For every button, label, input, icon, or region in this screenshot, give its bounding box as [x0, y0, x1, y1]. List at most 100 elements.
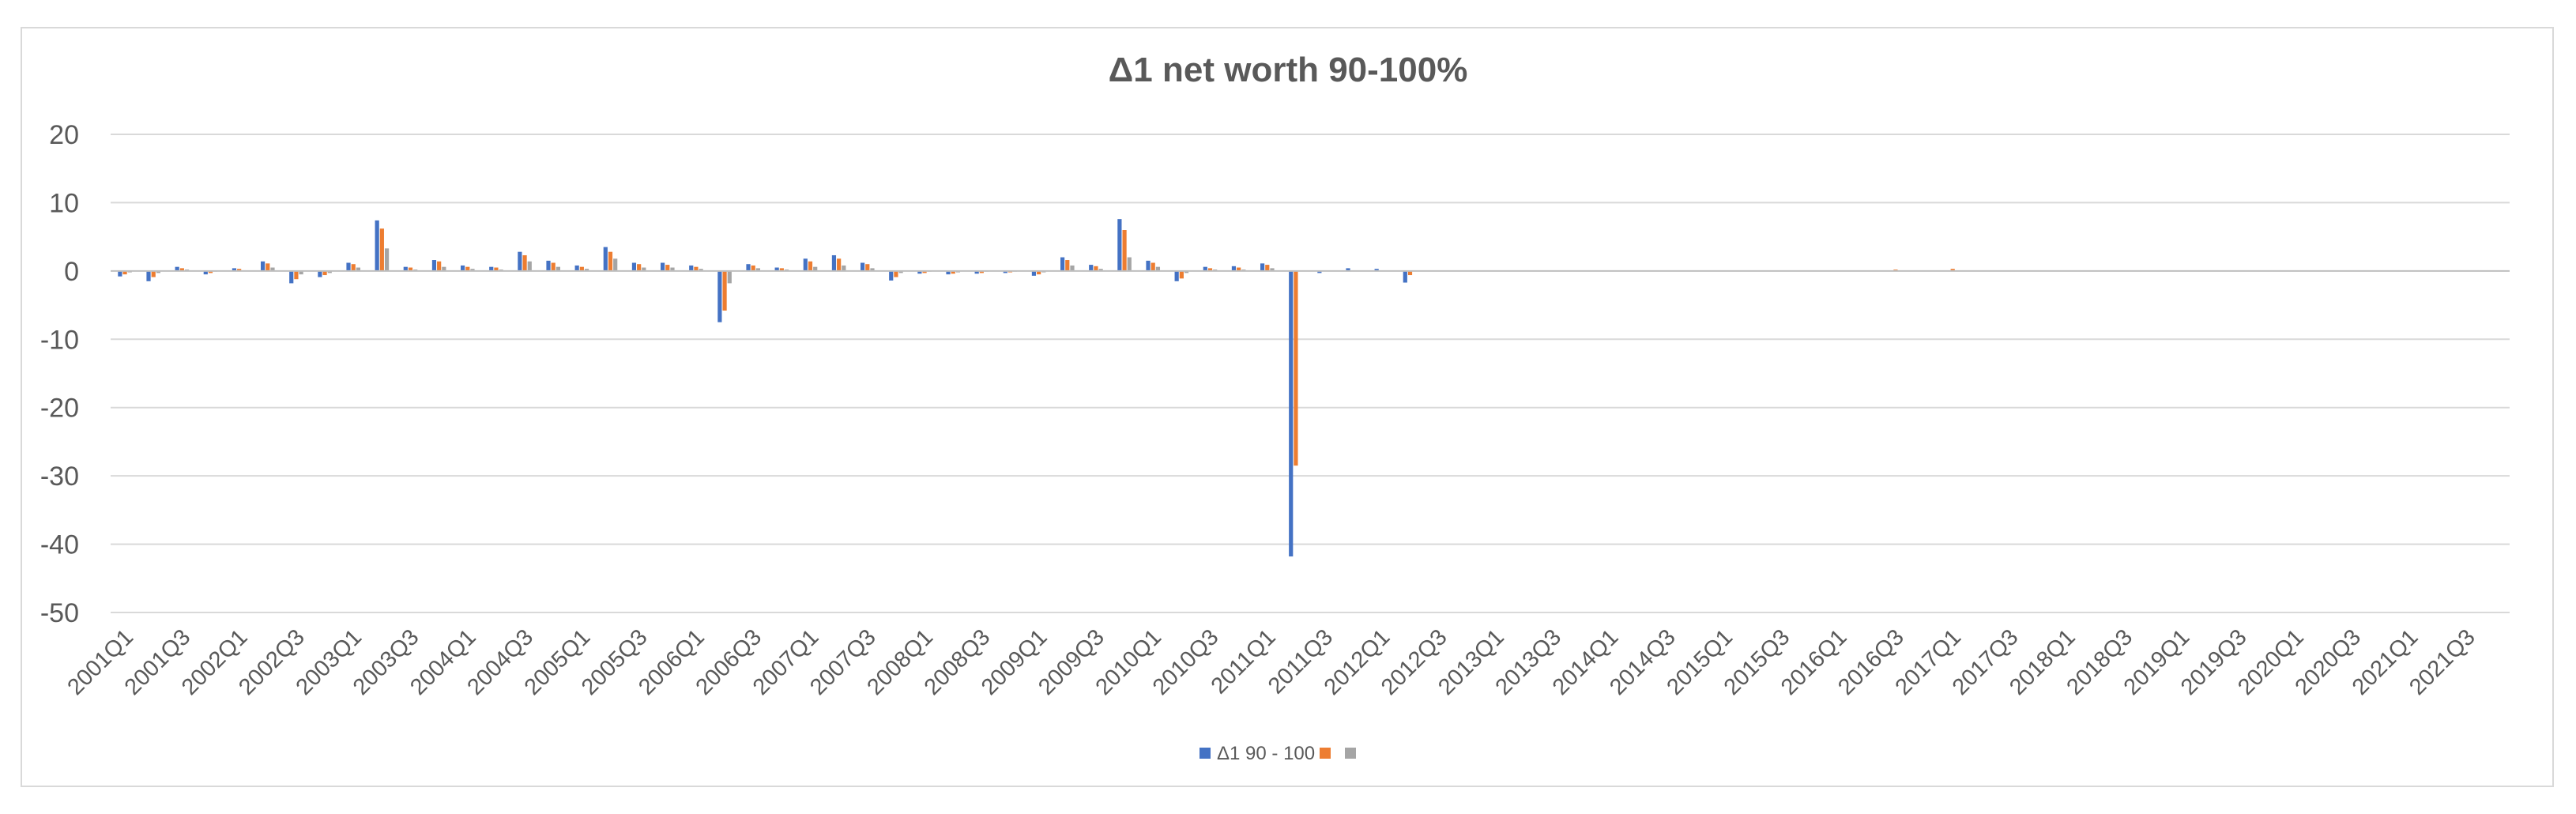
bar-series-1-2002Q4	[318, 270, 322, 277]
bar-series-2-2004Q4	[551, 262, 555, 271]
bar-series-1-2009Q1	[1031, 270, 1037, 276]
bar-series-1-2012Q2	[1403, 270, 1407, 283]
y-tick-label: 0	[64, 257, 79, 287]
bar-series-2-2010Q4	[1237, 267, 1241, 271]
bar-series-1-2001Q3	[175, 266, 179, 271]
bar-series-2-2008Q1	[922, 270, 927, 273]
bar-series-2-2009Q4	[1122, 230, 1127, 271]
bar-series-3-2009Q4	[1127, 257, 1132, 271]
bar-series-1-2010Q1	[1146, 260, 1151, 271]
bar-series-1-2009Q2	[1060, 257, 1065, 271]
chart-title: Δ1 net worth 90-100%	[1108, 51, 1468, 89]
bar-series-2-2004Q3	[522, 254, 527, 271]
bar-series-1-2002Q2	[260, 261, 266, 271]
bar-series-1-2012Q1	[1374, 269, 1379, 271]
bar-series-3-2007Q4	[898, 270, 903, 273]
x-axis-ticks: 2001Q12001Q32002Q12002Q32003Q12003Q32004…	[62, 624, 2480, 700]
bar-series-1-2002Q1	[232, 268, 237, 271]
bar-series-2-2003Q4	[437, 261, 442, 271]
bar-series-3-2002Q3	[299, 270, 303, 275]
bar-series-3-2001Q2	[156, 270, 161, 273]
y-tick-label: -50	[40, 598, 79, 628]
legend-swatch-3	[1345, 748, 1356, 759]
bar-series-2-2009Q3	[1094, 266, 1098, 271]
bar-series-1-2005Q1	[574, 265, 579, 271]
bar-series-3-2005Q2	[613, 258, 618, 271]
bars	[118, 219, 1955, 557]
y-tick-label: 20	[49, 120, 79, 150]
bar-series-3-2009Q2	[1070, 265, 1075, 271]
bar-series-2-2006Q2	[722, 270, 727, 311]
bar-series-1-2006Q1	[689, 265, 694, 271]
bar-series-3-2009Q3	[1098, 269, 1103, 271]
bar-series-2-2004Q2	[494, 267, 499, 271]
legend-swatch-2	[1320, 748, 1331, 759]
bar-series-3-2006Q3	[755, 268, 761, 271]
bar-series-2-2007Q4	[894, 270, 898, 277]
bar-series-2-2009Q1	[1037, 270, 1041, 275]
bar-series-2-2008Q3	[979, 270, 984, 273]
bar-series-1-2004Q1	[460, 265, 465, 271]
bar-series-2-2003Q2	[379, 228, 384, 271]
bar-series-2-2004Q1	[465, 266, 470, 271]
bar-series-2-2012Q2	[1407, 270, 1413, 276]
bar-series-2-2003Q1	[351, 264, 356, 271]
bar-series-3-2004Q4	[555, 266, 561, 271]
y-axis-ticks: 20 10 0 -10 -20 -30 -40 -50	[40, 120, 79, 628]
bar-series-2-2003Q3	[408, 267, 413, 271]
bar-series-3-2011Q1	[1270, 268, 1275, 271]
bar-series-1-2003Q2	[375, 220, 379, 271]
bar-series-2-2007Q3	[865, 264, 870, 271]
bar-series-3-2006Q1	[699, 269, 703, 271]
y-tick-label: -30	[40, 462, 79, 492]
bar-series-1-2004Q3	[518, 251, 522, 271]
bar-series-2-2002Q2	[266, 263, 270, 271]
bar-series-1-2005Q4	[660, 262, 665, 271]
bar-series-1-2008Q2	[946, 270, 951, 275]
bar-series-3-2003Q2	[384, 248, 390, 271]
bar-series-1-2008Q4	[1003, 270, 1007, 273]
bar-series-3-2002Q4	[327, 270, 332, 273]
bar-series-3-2002Q2	[270, 267, 275, 271]
bar-series-1-2003Q1	[346, 262, 351, 271]
bar-series-3-2004Q1	[470, 269, 475, 271]
bar-series-2-2008Q2	[951, 270, 955, 274]
y-tick-label: -40	[40, 530, 79, 560]
bar-series-3-2010Q2	[1184, 270, 1189, 273]
bar-series-1-2004Q2	[489, 266, 494, 271]
bar-series-1-2011Q4	[1346, 268, 1350, 271]
bar-series-1-2007Q4	[889, 270, 894, 281]
bar-series-1-2001Q2	[146, 270, 151, 281]
y-tick-label: -10	[40, 325, 79, 355]
bar-series-2-2002Q3	[294, 270, 299, 280]
bar-series-2-2001Q2	[151, 270, 156, 277]
bar-series-2-2005Q3	[637, 264, 642, 271]
bar-series-2-2001Q4	[208, 270, 213, 273]
bar-series-3-2007Q2	[842, 265, 846, 271]
bar-series-2-2006Q4	[779, 268, 784, 271]
bar-series-2-2005Q1	[579, 266, 584, 271]
bar-series-1-2003Q3	[403, 266, 408, 271]
bar-series-2-2017Q1	[1950, 269, 1955, 271]
bar-series-1-2005Q3	[631, 262, 637, 271]
bar-series-2-2010Q1	[1151, 262, 1155, 271]
bar-series-3-2005Q3	[642, 267, 646, 271]
bar-series-1-2007Q1	[803, 258, 808, 271]
bar-series-1-2006Q4	[774, 267, 779, 271]
bar-series-3-2005Q1	[584, 269, 589, 271]
bar-series-3-2003Q1	[356, 267, 361, 271]
bar-series-1-2001Q4	[203, 270, 208, 275]
legend: Δ1 90 - 100	[1199, 743, 1356, 764]
bar-series-1-2001Q1	[118, 270, 122, 277]
bar-series-1-2006Q2	[717, 270, 722, 322]
bar-series-3-2007Q1	[813, 266, 818, 271]
bar-series-2-2001Q3	[179, 268, 184, 271]
bar-series-2-2007Q1	[808, 261, 813, 271]
bar-series-1-2008Q1	[917, 270, 922, 274]
legend-swatch-1	[1199, 748, 1211, 759]
bar-series-2-2006Q3	[751, 265, 755, 271]
bar-series-1-2005Q2	[603, 247, 608, 271]
bar-series-1-2010Q3	[1203, 266, 1207, 271]
bar-series-3-2003Q4	[442, 266, 446, 271]
